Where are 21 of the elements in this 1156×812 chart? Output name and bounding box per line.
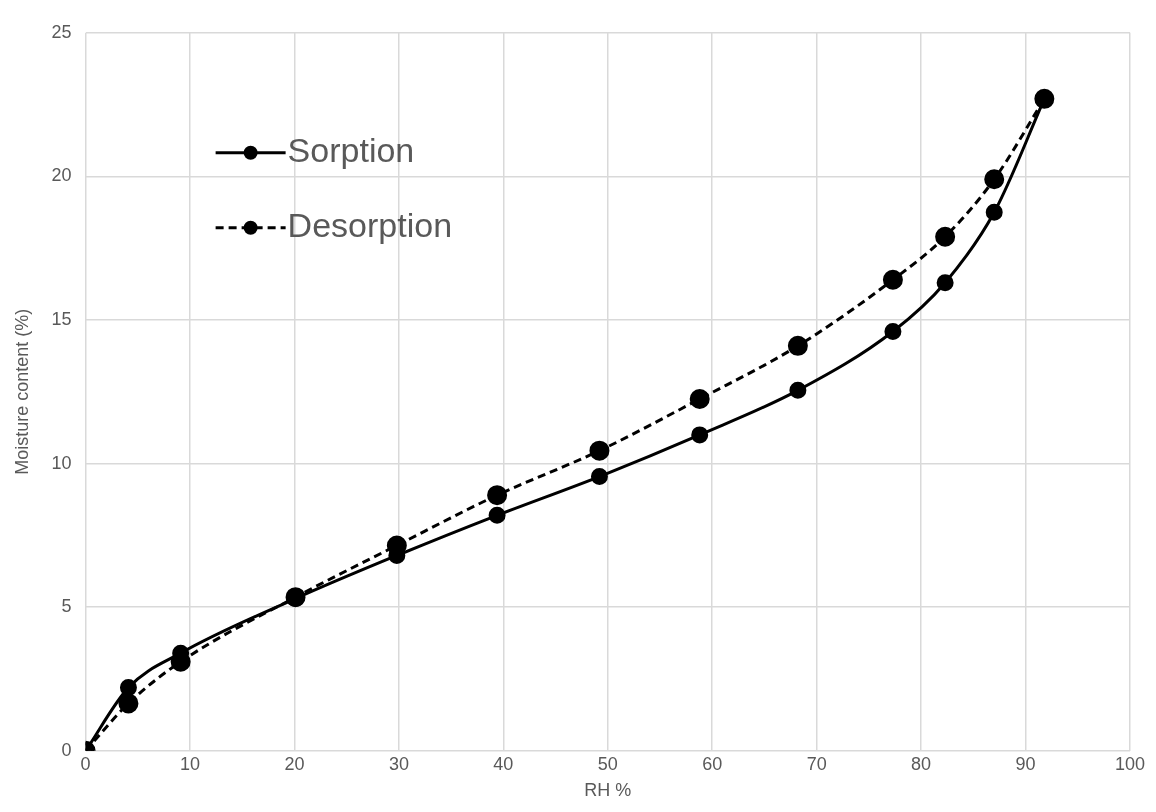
y-tick-label: 15 (51, 308, 72, 329)
x-tick-label: 100 (1114, 753, 1146, 774)
x-tick-label: 60 (702, 753, 723, 774)
legend-label: Desorption (287, 206, 453, 245)
x-tick-label: 0 (80, 753, 91, 774)
x-tick-label: 50 (597, 753, 618, 774)
y-tick-label: 20 (51, 165, 72, 186)
legend-label: Sorption (287, 131, 415, 170)
y-tick-label: 0 (61, 739, 72, 760)
x-tick-label: 80 (911, 753, 932, 774)
x-tick-label: 20 (284, 753, 305, 774)
x-tick-label: 90 (1015, 753, 1036, 774)
y-tick-label: 25 (51, 21, 72, 42)
x-axis-title: RH % (584, 780, 632, 801)
x-tick-label: 30 (388, 753, 409, 774)
y-tick-label: 5 (61, 596, 72, 617)
y-axis-title: Moisture content (%) (11, 308, 32, 475)
x-tick-label: 40 (493, 753, 514, 774)
x-tick-label: 10 (180, 753, 201, 774)
y-tick-label: 10 (51, 452, 72, 473)
x-tick-label: 70 (806, 753, 827, 774)
